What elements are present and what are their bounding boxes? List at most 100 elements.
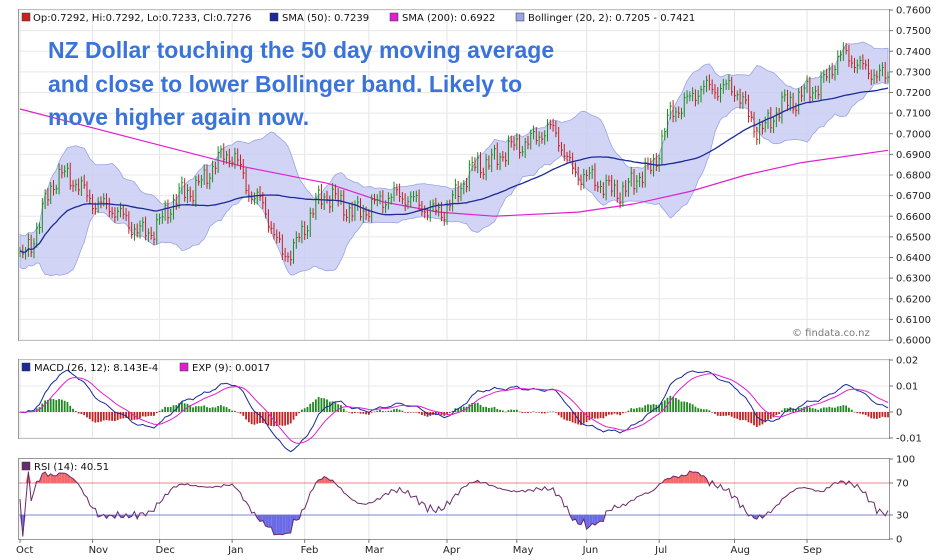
rsi-oversold-fill: [268, 515, 272, 528]
macd-histogram-bar: [334, 402, 337, 412]
macd-histogram-bar: [549, 411, 552, 413]
macd-line: [19, 369, 889, 453]
price-y-tick-label: 0.7100: [896, 109, 931, 120]
macd-histogram-bar: [711, 412, 714, 413]
bollinger-band: [19, 41, 889, 277]
price-y-tick-label: 0.6800: [896, 171, 931, 182]
macd-histogram-bar: [384, 411, 387, 412]
macd-histogram-bar: [861, 412, 864, 415]
macd-histogram-bar: [577, 412, 580, 425]
x-tick-label: Mar: [365, 545, 385, 556]
macd-histogram-bar: [356, 412, 359, 413]
legend-swatch-sma50: [269, 12, 279, 22]
macd-histogram-bar: [814, 408, 817, 412]
macd-histogram-bar: [395, 408, 398, 412]
macd-histogram-bar: [722, 412, 725, 416]
rsi-y-tick-label: 30: [896, 511, 909, 522]
macd-histogram-bar: [47, 399, 49, 412]
macd-histogram-bar: [820, 408, 822, 412]
macd-histogram-bar: [856, 412, 859, 414]
macd-histogram-bar: [228, 408, 231, 412]
macd-histogram-bar: [853, 411, 856, 413]
macd-histogram-bar: [460, 407, 462, 412]
sma50-line: [19, 87, 889, 253]
macd-histogram-bar: [538, 412, 541, 413]
macd-histogram-bar: [702, 409, 705, 412]
macd-legend: MACD (26, 12): 8.143E-4 EXP (9): 0.0017: [21, 362, 270, 374]
rsi-legend: RSI (14): 40.51: [21, 461, 109, 473]
macd-histogram-bar: [465, 406, 468, 412]
rsi-overbought-fill: [701, 475, 704, 483]
rsi-line: [19, 470, 889, 537]
macd-histogram-bar: [691, 404, 694, 412]
macd-histogram-bar: [474, 403, 476, 412]
macd-histogram-bar: [312, 402, 314, 412]
rsi-overbought-fill: [327, 477, 330, 483]
macd-histogram-bar: [108, 412, 111, 421]
macd-histogram-bar: [845, 405, 848, 412]
macd-histogram-bar: [859, 412, 861, 414]
macd-histogram-bar: [487, 407, 490, 412]
macd-histogram-bar: [44, 400, 47, 412]
macd-histogram-bar: [161, 409, 164, 412]
x-tick-label: Sep: [803, 545, 822, 556]
macd-histogram-bar: [172, 405, 175, 412]
macd-histogram-bar: [94, 412, 97, 423]
macd-histogram-bar: [328, 401, 331, 412]
macd-histogram-bar: [794, 409, 797, 412]
price-y-tick-label: 0.7300: [896, 67, 931, 78]
macd-histogram-bar: [256, 412, 259, 424]
macd-histogram-bar: [348, 412, 351, 413]
macd-histogram-bar: [781, 410, 783, 412]
macd-histogram-bar: [273, 412, 275, 427]
macd-histogram-bar: [407, 412, 409, 413]
rsi-oversold-fill: [260, 515, 263, 522]
macd-histogram-bar: [63, 400, 66, 412]
x-tick-label: Jul: [654, 545, 667, 556]
macd-histogram-bar: [292, 412, 295, 420]
macd-histogram-bar: [658, 404, 661, 412]
macd-histogram-bar: [605, 412, 608, 417]
macd-histogram-bar: [259, 412, 261, 424]
macd-histogram-bar: [750, 412, 753, 424]
macd-histogram-bar: [683, 401, 686, 412]
macd-histogram-bar: [831, 407, 834, 412]
macd-histogram-bar: [379, 409, 381, 412]
macd-histogram-bar: [708, 410, 711, 412]
macd-histogram-bar: [295, 412, 298, 416]
macd-histogram-bar: [596, 412, 599, 419]
price-y-tick-label: 0.6300: [896, 274, 931, 285]
x-tick-label: Oct: [16, 545, 33, 556]
macd-histogram-bar: [686, 402, 688, 412]
macd-histogram-bar: [247, 412, 250, 423]
macd-histogram-bar: [510, 409, 513, 412]
macd-histogram-bar: [524, 412, 527, 413]
rsi-y-tick-label: 0: [896, 535, 902, 546]
rsi-oversold-fill: [279, 515, 283, 535]
macd-histogram-bar: [828, 406, 831, 412]
macd-histogram-bar: [635, 408, 638, 412]
macd-histogram-bar: [674, 397, 677, 412]
macd-histogram-bar: [300, 409, 303, 412]
macd-histogram-bar: [264, 412, 267, 424]
macd-histogram-bar: [125, 412, 127, 419]
macd-histogram-bar: [261, 412, 264, 424]
macd-histogram-bar: [808, 407, 811, 412]
rsi-overbought-fill: [689, 471, 693, 483]
macd-histogram-bar: [677, 399, 680, 412]
legend-sma200: SMA (200): 0.6922: [402, 13, 495, 24]
macd-histogram-bar: [836, 406, 839, 412]
macd-histogram-bar: [543, 412, 546, 414]
x-tick-label: Nov: [89, 545, 109, 556]
price-y-tick-label: 0.6700: [896, 191, 931, 202]
macd-histogram-bar: [747, 412, 750, 423]
macd-histogram-bar: [705, 409, 708, 412]
macd-histogram-bar: [719, 412, 722, 417]
macd-histogram-bar: [728, 412, 730, 416]
macd-histogram-bar: [621, 412, 624, 414]
macd-histogram-bar: [850, 409, 853, 412]
macd-histogram-bar: [359, 412, 362, 414]
macd-histogram-bar: [331, 401, 334, 412]
rsi-oversold-fill: [273, 515, 277, 535]
legend-swatch-ohlc: [21, 12, 31, 22]
